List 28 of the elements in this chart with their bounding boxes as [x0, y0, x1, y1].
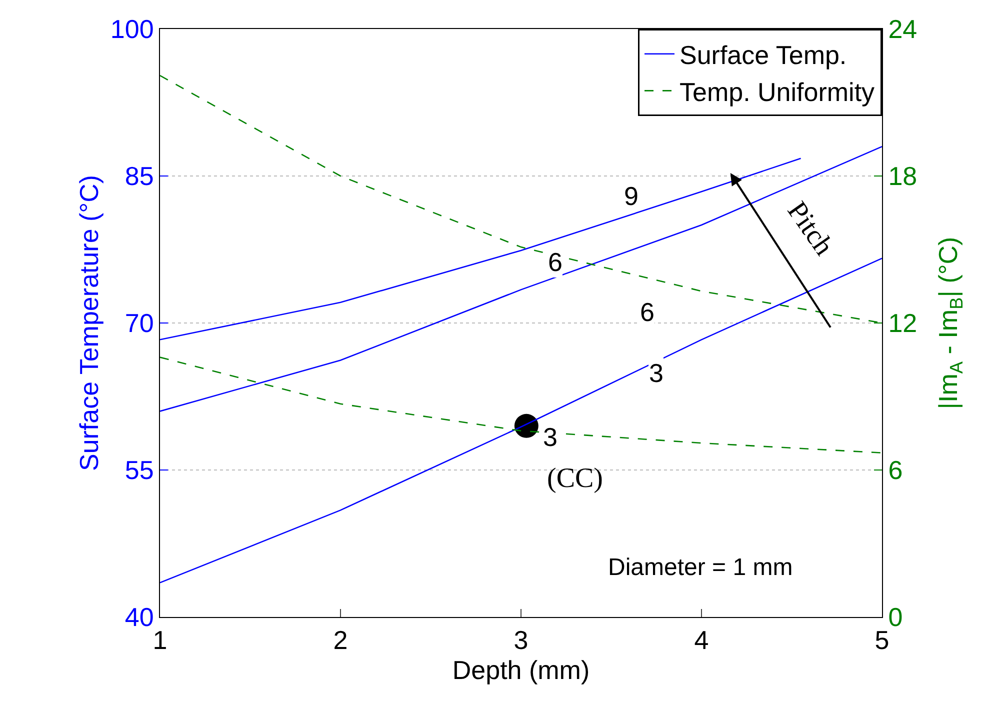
y-tick-label: 85	[124, 161, 154, 192]
y-tick-label: 70	[124, 308, 154, 338]
x-tick-label: 4	[694, 625, 709, 656]
x-axis-title: Depth (mm)	[452, 655, 590, 686]
annotation: Diameter = 1 mm	[608, 554, 793, 581]
y2-tick-label: 18	[888, 161, 918, 192]
line-series	[160, 356, 882, 454]
legend-label: Surface Temp.	[680, 40, 847, 70]
annotation: 6	[640, 297, 654, 327]
x-tick-label: 2	[333, 625, 348, 656]
y-tick-label: 40	[124, 602, 154, 632]
annotation: (CC)	[547, 463, 603, 494]
y2-tick-label: 24	[888, 14, 918, 44]
legend-label: Temp. Uniformity	[680, 76, 875, 107]
y-tick-label: 55	[124, 455, 154, 486]
x-tick-label: 1	[152, 625, 168, 656]
y2-tick-label: 12	[888, 308, 918, 338]
line-series	[160, 146, 882, 412]
annotation: 6	[548, 247, 562, 277]
y-axis-title: Surface Temperature (°C)	[74, 174, 104, 472]
annotation: 9	[624, 181, 638, 211]
y-tick-label: 100	[110, 14, 154, 44]
annotation: 3	[543, 422, 558, 452]
y2-tick-label: 0	[888, 602, 903, 632]
y2-tick-label: 6	[888, 455, 903, 486]
x-tick-label: 3	[514, 625, 528, 656]
x-tick-label: 5	[874, 625, 890, 656]
annotation: 3	[649, 358, 664, 388]
